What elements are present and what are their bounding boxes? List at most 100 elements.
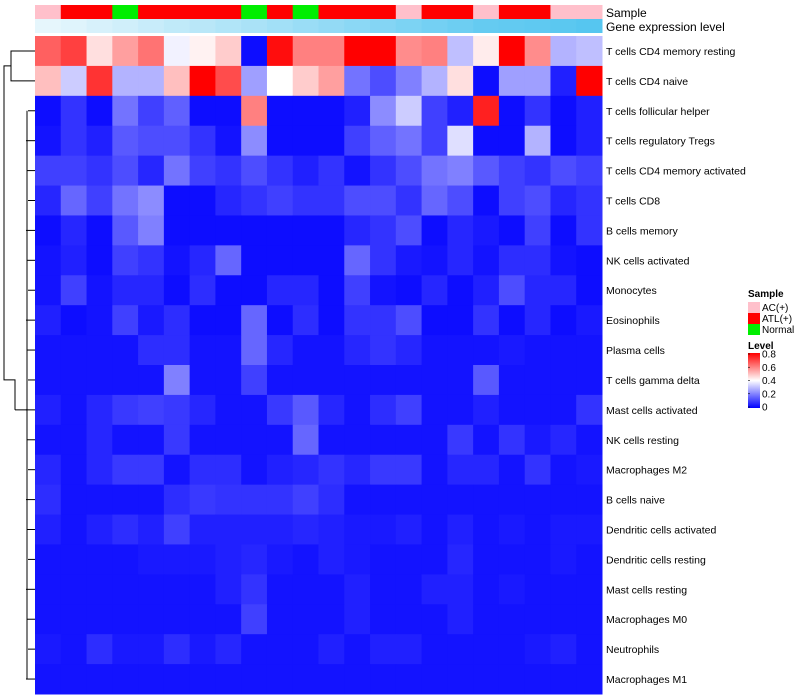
expression-annotation-cell (86, 19, 113, 33)
heatmap-cell (86, 514, 113, 545)
heatmap-cell (163, 394, 191, 426)
row-label: T cells gamma delta (606, 375, 700, 387)
heatmap-cell (138, 65, 165, 97)
heatmap-cell (215, 544, 242, 575)
heatmap-cell (35, 664, 62, 695)
heatmap-cell (138, 305, 165, 336)
heatmap-cell (60, 36, 88, 67)
row-label: NK cells activated (606, 255, 690, 267)
heatmap-cell (112, 305, 139, 336)
heatmap-cell (524, 365, 551, 396)
heatmap-cell (60, 484, 88, 516)
heatmap-cell (112, 365, 139, 396)
heatmap-cell (215, 155, 242, 187)
heatmap-cell (318, 604, 345, 635)
heatmap-cell (86, 125, 113, 157)
heatmap-cell (189, 65, 216, 97)
heatmap-cell (524, 36, 551, 67)
heatmap-cell (86, 365, 113, 396)
heatmap-cell (344, 454, 371, 486)
heatmap-cell (370, 215, 397, 246)
heatmap-cell (189, 305, 216, 336)
sample-annotation-cell (241, 5, 268, 19)
heatmap-cell (292, 484, 319, 516)
heatmap-cell (473, 245, 500, 276)
heatmap-cell (576, 215, 603, 246)
heatmap-cell (498, 544, 526, 575)
heatmap-cell (241, 335, 268, 366)
row-label: B cells memory (606, 225, 679, 237)
heatmap-cell (524, 275, 551, 306)
heatmap-cell (60, 215, 88, 246)
expression-annotation-cell (447, 19, 474, 33)
heatmap-cell (576, 125, 603, 157)
sample-annotation-cell (60, 5, 88, 19)
heatmap-cell (473, 514, 500, 545)
heatmap-cell (550, 305, 577, 336)
heatmap-cell (241, 65, 268, 97)
heatmap-cell (447, 664, 474, 695)
heatmap-cell (241, 36, 268, 67)
sample-annotation-cell (473, 5, 500, 19)
heatmap-cell (138, 125, 165, 157)
heatmap-cell (473, 36, 500, 67)
heatmap-cell (524, 95, 551, 127)
heatmap-cell (498, 454, 526, 486)
heatmap-cell (395, 36, 423, 67)
heatmap-cell (215, 305, 242, 336)
heatmap-cell (189, 424, 216, 456)
heatmap-cell (421, 125, 448, 157)
heatmap-cell (576, 424, 603, 456)
heatmap-cell (112, 634, 139, 665)
heatmap-cell (215, 484, 242, 516)
heatmap-cell (266, 484, 294, 516)
heatmap-cell (138, 215, 165, 246)
heatmap-cell (86, 95, 113, 127)
heatmap-cell (163, 125, 191, 157)
heatmap-cell (138, 245, 165, 276)
gene-expression-track (35, 19, 603, 33)
heatmap-cell (112, 664, 139, 695)
expression-annotation-cell (112, 19, 139, 33)
heatmap-cell (241, 185, 268, 216)
heatmap-cell (241, 394, 268, 426)
expression-annotation-cell (498, 19, 526, 33)
heatmap-cell (318, 544, 345, 575)
heatmap-cell (370, 634, 397, 665)
heatmap-cell (395, 305, 423, 336)
heatmap-cell (60, 335, 88, 366)
heatmap-cell (215, 185, 242, 216)
heatmap-cell (266, 215, 294, 246)
heatmap-cell (266, 664, 294, 695)
heatmap-cell (189, 215, 216, 246)
heatmap-cell (86, 245, 113, 276)
heatmap-cell (318, 65, 345, 97)
heatmap-cell (138, 155, 165, 187)
sample-annotation-cell (395, 5, 423, 19)
heatmap-cell (35, 95, 62, 127)
heatmap-cell (266, 155, 294, 187)
heatmap-cell (473, 365, 500, 396)
heatmap-cell (447, 185, 474, 216)
heatmap-cell (473, 604, 500, 635)
heatmap-cell (241, 95, 268, 127)
sample-annotation-cell (86, 5, 113, 19)
heatmap-cell (60, 604, 88, 635)
heatmap-cell (112, 514, 139, 545)
heatmap-cell (241, 604, 268, 635)
heatmap-cell (524, 185, 551, 216)
heatmap-cell (395, 634, 423, 665)
heatmap-cell (421, 155, 448, 187)
heatmap-cell (138, 275, 165, 306)
heatmap-cell (318, 664, 345, 695)
heatmap-cell (215, 125, 242, 157)
heatmap-cell (524, 484, 551, 516)
heatmap-cell (266, 514, 294, 545)
heatmap-cell (318, 634, 345, 665)
heatmap-cell (370, 454, 397, 486)
heatmap-cell (344, 484, 371, 516)
sample-annotation-cell (163, 5, 191, 19)
heatmap-cell (473, 454, 500, 486)
expression-annotation-cell (163, 19, 191, 33)
row-label: B cells naive (606, 495, 665, 507)
